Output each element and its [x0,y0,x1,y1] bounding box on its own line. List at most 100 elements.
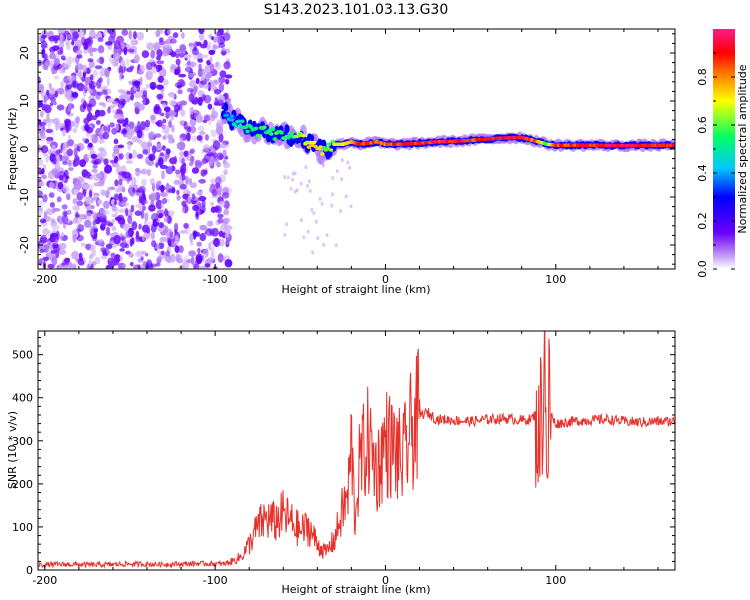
noise-blob [134,191,142,197]
noise-blob [203,94,212,104]
noise-blob [85,196,90,205]
noise-blob [100,255,108,260]
noise-blob [92,212,98,221]
noise-blob [137,153,144,159]
noise-blob [141,141,148,151]
noise-blob [56,230,60,240]
noise-blob [145,252,149,257]
noise-blob [176,85,182,89]
noise-blob [118,98,127,106]
noise-blob [72,233,77,243]
noise-blob [95,120,101,125]
noise-blob [127,48,135,53]
noise-blob [178,73,187,78]
noise-blob [156,255,162,264]
noise-blob [159,192,166,197]
noise-blob [144,119,151,128]
noise-blob [210,129,218,137]
noise-blob [330,203,334,208]
noise-blob [91,168,98,173]
noise-blob [82,184,90,190]
noise-blob [109,30,117,39]
noise-blob [142,233,145,242]
noise-blob [86,36,93,47]
noise-blob [98,238,105,247]
noise-blob [128,121,135,129]
noise-blob [86,154,91,159]
ridge-core [308,140,313,145]
noise-blob [183,222,189,229]
y-tick-label: 500 [12,349,33,362]
noise-blob [68,261,73,268]
noise-blob [118,45,122,55]
noise-blob [208,160,214,167]
noise-blob [216,30,221,37]
y-tick-label: 0 [18,146,31,153]
y-tick-label: 20 [18,46,31,60]
noise-blob [191,167,200,174]
noise-blob [38,157,44,167]
noise-blob [133,54,140,64]
noise-blob [197,68,204,78]
ridge-core [287,134,293,138]
noise-blob [206,231,210,237]
noise-blob [166,236,172,244]
noise-blob [295,188,299,193]
noise-blob [188,161,194,167]
snr-panel: -200 -100 0 100 0 100 200 300 400 500 Height of … [6,330,676,596]
ridge-core [267,128,272,133]
noise-blob [156,64,161,73]
noise-blob [83,41,89,51]
noise-blob [66,193,71,201]
noise-blob [112,52,120,61]
noise-blob [97,199,103,205]
noise-blob [68,102,72,113]
noise-blob [322,163,325,168]
y-tick-label: 400 [12,392,33,405]
noise-blob [51,218,55,224]
noise-blob [38,207,44,215]
noise-blob [167,29,172,35]
noise-blob [138,103,145,111]
noise-blob [38,190,43,198]
noise-blob [87,58,94,63]
noise-blob [128,30,132,40]
noise-blob [124,117,129,126]
noise-blob [207,220,214,227]
noise-blob [193,46,197,52]
noise-blob [60,235,64,241]
noise-blob [38,200,44,207]
noise-blob [38,258,43,266]
noise-blob [196,135,203,141]
noise-blob [126,90,132,95]
noise-blob [218,200,226,208]
noise-blob [89,74,94,81]
noise-blob [175,235,179,241]
ridge-core [325,147,330,151]
noise-blob [150,232,155,240]
noise-blob [305,183,309,188]
noise-blob [138,223,142,230]
spectrogram-y-axis: -20 -10 0 10 20 [18,33,675,265]
noise-blob [178,175,183,185]
noise-blob [189,233,194,243]
noise-blob [193,62,198,67]
noise-blob [168,111,177,116]
noise-blob [210,82,217,91]
noise-blob [192,204,199,212]
x-tick-label: 100 [545,273,566,286]
noise-blob [198,29,205,34]
noise-blob [85,243,94,251]
noise-blob [154,103,161,112]
noise-blob [141,50,150,58]
noise-blob [66,41,71,51]
noise-blob [340,177,344,182]
noise-blob [49,246,53,251]
noise-blob [97,37,104,42]
noise-blob [97,45,105,54]
noise-blob [214,205,222,214]
snr-series-line [38,331,675,569]
noise-blob [176,189,180,195]
noise-blob [146,159,155,166]
noise-blob [211,227,219,237]
